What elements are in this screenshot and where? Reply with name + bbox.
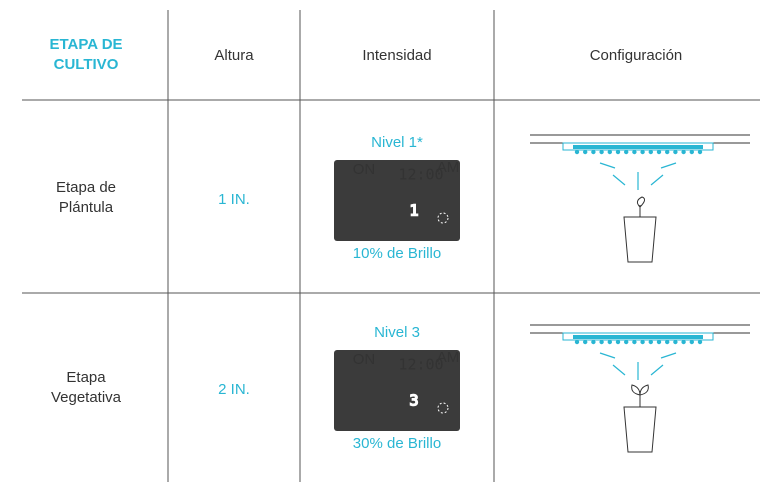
height: 2 IN. [218, 381, 250, 398]
display-power: ON [353, 351, 376, 368]
lamp-led [681, 149, 686, 155]
light-ray [660, 352, 677, 359]
light-ray [612, 174, 626, 186]
light-ray [650, 364, 664, 376]
light-ray [599, 352, 616, 359]
display [334, 160, 460, 241]
display-period: AM [437, 349, 460, 366]
lamp-led [632, 149, 637, 155]
pot [623, 406, 657, 453]
display-time: 12:00 [398, 356, 443, 374]
lamp-led [681, 339, 686, 345]
lamp-led [640, 339, 645, 345]
lamp-led [574, 339, 580, 345]
lamp-led [673, 339, 678, 345]
lamp-led [632, 339, 637, 345]
lamp-led [624, 149, 629, 155]
lamp-bar [573, 335, 703, 339]
lamp-led [607, 149, 612, 155]
pot [623, 216, 657, 263]
lamp-led [640, 149, 645, 155]
stage-line: Vegetativa [51, 389, 122, 406]
lamp-led [697, 149, 703, 155]
display-icon [437, 212, 449, 224]
header-height: Altura [214, 47, 254, 64]
header-setup: Configuración [590, 47, 683, 64]
lamp-led [648, 339, 653, 345]
lamp-led [624, 339, 629, 345]
leaf [636, 196, 646, 208]
light-ray [599, 162, 616, 169]
lamp-led [665, 149, 670, 155]
light-ray [650, 174, 664, 186]
leaf [639, 384, 649, 396]
lamp-led [607, 339, 612, 345]
lamp-led [656, 339, 662, 345]
level: Nivel 1* [371, 134, 423, 151]
lamp-led [648, 149, 653, 155]
brightness: 30% de Brillo [353, 435, 441, 452]
table-rules [22, 10, 760, 482]
lamp-led [591, 339, 596, 345]
header: ETAPA DE CULTIVO Altura Intensidad Config… [49, 36, 682, 73]
light-ray [660, 162, 677, 169]
lamp-led [689, 149, 694, 155]
lamp-led [599, 339, 604, 345]
stage-line: Etapa [66, 369, 106, 386]
header-stage: ETAPA DE CULTIVO [49, 36, 122, 73]
lamp-led [591, 149, 596, 155]
lamp-led [689, 339, 694, 345]
brightness: 10% de Brillo [353, 245, 441, 262]
lamp-led [615, 149, 621, 155]
lamp-led [656, 149, 662, 155]
leaf [631, 384, 641, 396]
header-intensity: Intensidad [362, 47, 431, 64]
light-ray [612, 364, 626, 376]
lamp-led [697, 339, 703, 345]
display-period: AM [437, 159, 460, 176]
display-icon [437, 402, 449, 414]
display-time: 12:00 [398, 166, 443, 184]
lamp-led [599, 149, 604, 155]
stage-line: Plántula [59, 199, 114, 216]
lamp-led [665, 339, 670, 345]
lamp-bar [573, 145, 703, 149]
height: 1 IN. [218, 191, 250, 208]
display-digit: 1 [409, 202, 418, 220]
display [334, 350, 460, 431]
lamp-led [673, 149, 678, 155]
stage-line: Etapa de [56, 179, 116, 196]
lamp-led [583, 339, 588, 345]
display-power: ON [353, 161, 376, 178]
lamp-led [615, 339, 621, 345]
level: Nivel 3 [374, 324, 420, 341]
display-digit: 3 [409, 392, 418, 410]
lamp-led [574, 149, 580, 155]
lamp-led [583, 149, 588, 155]
